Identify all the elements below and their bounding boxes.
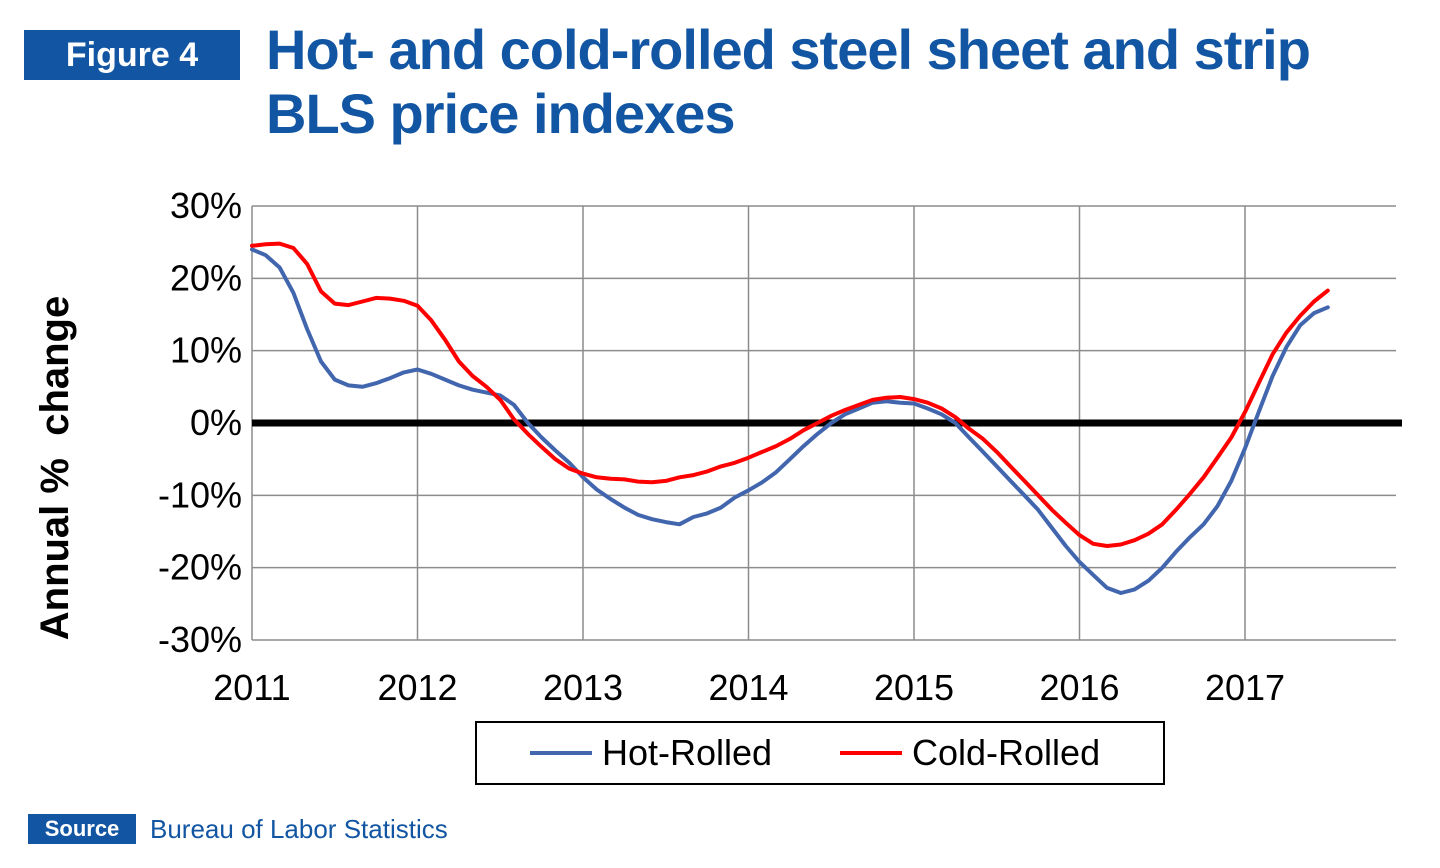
legend-label-hot-rolled: Hot-Rolled [602,732,772,773]
y-tick-label: 20% [170,257,242,298]
x-tick-label: 2016 [1039,667,1119,708]
x-tick-label: 2017 [1205,667,1285,708]
y-tick-label: 30% [170,185,242,226]
chart-title-line-2: BLS price indexes [266,82,736,145]
y-tick-label: 0% [190,402,242,443]
y-axis-label: Annual % change [33,296,77,641]
figure-label-badge: Figure 4 [24,30,240,80]
y-tick-label: -20% [158,547,242,588]
x-tick-label: 2014 [708,667,788,708]
x-tick-label: 2012 [377,667,457,708]
source-label-badge: Source [28,814,136,844]
y-tick-label: -30% [158,619,242,660]
series-layer [250,241,1330,595]
y-tick-label: -10% [158,474,242,515]
tick-layer: 30% 20% 10% 0% -10% -20% -30% 2011 2012 2013 2014 2… [158,185,1285,708]
chart-title-line-1: Hot- and cold-rolled steel sheet and str… [266,18,1311,81]
series-line-hot-rolled [250,247,1330,595]
series-line-cold-rolled [250,241,1330,548]
source-text: Bureau of Labor Statistics [150,814,448,844]
x-tick-label: 2011 [213,667,290,708]
legend-label-cold-rolled: Cold-Rolled [912,732,1100,773]
y-tick-label: 10% [170,330,242,371]
x-tick-label: 2013 [543,667,623,708]
legend: Hot-Rolled Cold-Rolled [475,721,1165,785]
x-tick-label: 2015 [874,667,954,708]
chart-title: Hot- and cold-rolled steel sheet and str… [266,18,1311,146]
